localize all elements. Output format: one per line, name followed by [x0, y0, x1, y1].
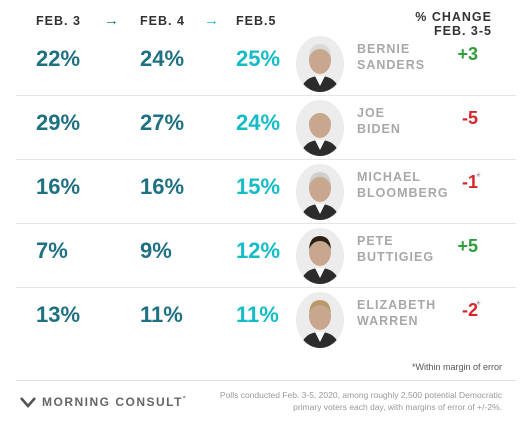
poll-value: 11% [140, 302, 183, 327]
percent-change: +3 [457, 44, 478, 64]
table-row: 13% 11% 11% ELIZABETH WARREN -2 * [0, 288, 530, 350]
header-change-line1: % CHANGE [415, 10, 492, 24]
morning-consult-logo-icon [20, 397, 36, 408]
candidate-portrait-icon [296, 228, 344, 284]
footer-divider [16, 380, 516, 381]
candidate-last-name: BIDEN [357, 122, 401, 136]
table-row: 29% 27% 24% JOE BIDEN -5 [0, 96, 530, 158]
table-row: 7% 9% 12% PETE BUTTIGIEG +5 [0, 224, 530, 286]
candidate-name: ELIZABETH WARREN [357, 297, 436, 329]
source-note: Polls conducted Feb. 3-5, 2020, among ro… [219, 390, 502, 412]
poll-value: 27% [140, 110, 185, 135]
poll-value: 16% [140, 174, 185, 199]
poll-value: 9% [140, 238, 172, 263]
candidate-first-name: MICHAEL [357, 170, 421, 184]
percent-change: -5 [461, 108, 478, 128]
poll-value: 22% [36, 46, 81, 71]
percent-change: +5 [457, 236, 478, 256]
header-date-2: FEB. 4 [140, 14, 185, 28]
margin-footnote: *Within margin of error [411, 362, 502, 372]
logo-trademark: ˚ [182, 395, 188, 405]
candidate-name: MICHAEL BLOOMBERG [357, 169, 449, 201]
percent-change: -2 [461, 300, 478, 320]
poll-value: 24% [140, 46, 185, 71]
header-date-1: FEB. 3 [36, 14, 81, 28]
percent-change: -1 [461, 172, 478, 192]
margin-asterisk: * [476, 298, 481, 312]
arrow-right-icon: → [104, 12, 119, 29]
candidate-last-name: BUTTIGIEG [357, 250, 435, 264]
table-row: 22% 24% 25% BERNIE SANDERS +3 [0, 32, 530, 94]
row-divider [16, 223, 516, 224]
poll-value: 13% [36, 302, 81, 327]
candidate-portrait-icon [296, 36, 344, 92]
logo-text: MORNING CONSULT˚ [42, 395, 187, 409]
header-change: % CHANGE FEB. 3-5 [415, 10, 492, 38]
candidate-first-name: ELIZABETH [357, 298, 437, 312]
row-divider [16, 287, 516, 288]
candidate-first-name: PETE [357, 234, 394, 248]
poll-value: 11% [236, 302, 279, 327]
poll-value: 12% [236, 238, 281, 263]
candidate-first-name: BERNIE [357, 42, 411, 56]
header-change-line2: FEB. 3-5 [433, 24, 492, 38]
candidate-last-name: WARREN [357, 314, 419, 328]
poll-value: 7% [36, 238, 68, 263]
morning-consult-logo: MORNING CONSULT˚ [20, 395, 187, 409]
header-date-3: FEB.5 [236, 14, 277, 28]
poll-value: 29% [36, 110, 81, 135]
arrow-right-icon: → [204, 12, 219, 29]
margin-asterisk: * [476, 170, 481, 184]
candidate-last-name: SANDERS [357, 58, 426, 72]
poll-value: 24% [236, 110, 281, 135]
candidate-first-name: JOE [357, 106, 386, 120]
candidate-name: BERNIE SANDERS [357, 41, 425, 73]
candidate-name: PETE BUTTIGIEG [357, 233, 434, 265]
candidate-name: JOE BIDEN [357, 105, 401, 137]
table-row: 16% 16% 15% MICHAEL BLOOMBERG -1 * [0, 160, 530, 222]
logo-wordmark: MORNING CONSULT [42, 395, 183, 409]
candidate-portrait-icon [296, 292, 344, 348]
poll-value: 15% [236, 174, 281, 199]
candidate-portrait-icon [296, 100, 344, 156]
poll-value: 25% [236, 46, 281, 71]
candidate-portrait-icon [296, 164, 344, 220]
row-divider [16, 159, 516, 160]
poll-value: 16% [36, 174, 81, 199]
row-divider [16, 95, 516, 96]
candidate-last-name: BLOOMBERG [357, 186, 449, 200]
